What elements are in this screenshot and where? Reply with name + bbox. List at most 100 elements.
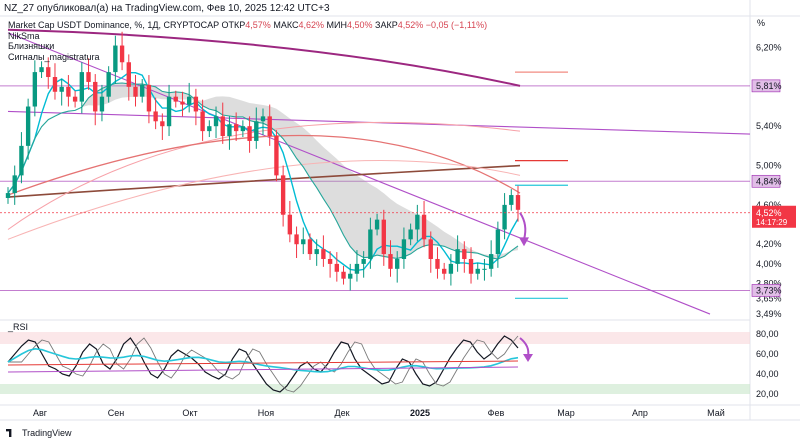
candle-body <box>408 229 413 240</box>
time-tick-label: Сен <box>108 408 125 418</box>
candle-body <box>307 239 313 255</box>
rsi-pane-label[interactable]: _RSI <box>8 322 29 332</box>
ma-brown <box>7 164 521 198</box>
scale-unit-label[interactable]: % <box>756 18 765 28</box>
candle-body <box>388 254 393 269</box>
rsi-tick-label: 40,00 <box>756 369 779 379</box>
candle-body <box>348 273 353 279</box>
rsi-tick-label: 60,00 <box>756 349 779 359</box>
price-tick-label: 4,60% <box>756 200 782 210</box>
candle-body <box>274 136 279 176</box>
time-tick-label: Май <box>707 408 725 418</box>
candle-body <box>327 258 333 264</box>
candle-body <box>482 268 487 270</box>
high-value: 4,62% <box>298 20 325 30</box>
ma-pink-lower <box>7 159 521 240</box>
candle-body <box>401 239 407 259</box>
trendline-descending <box>7 32 711 315</box>
candle-body <box>93 81 98 112</box>
candle-body <box>515 195 521 210</box>
candle-body <box>153 111 158 122</box>
candle-body <box>12 175 17 194</box>
candle-body <box>72 96 78 102</box>
price-tick-label: 3,49% <box>756 309 782 319</box>
candle-body <box>448 263 454 274</box>
time-tick-label: Апр <box>632 408 648 418</box>
rsi-trendline-red <box>7 360 519 366</box>
candle-body <box>126 62 131 87</box>
ma-red <box>7 134 521 196</box>
candle-body <box>146 84 152 112</box>
price-tick-label: 3,65% <box>756 293 782 303</box>
candle-body <box>462 249 467 259</box>
time-tick-label: Окт <box>182 408 197 418</box>
candle-body <box>435 258 440 269</box>
price-level-label: 5,81% <box>756 81 782 91</box>
candle-body <box>442 268 447 274</box>
candle-body <box>495 229 501 255</box>
candle-body <box>395 258 400 269</box>
indicator-bliznyashki[interactable]: Близняшки <box>8 41 55 51</box>
candle-body <box>260 116 266 122</box>
candle-body <box>314 249 319 255</box>
candle-body <box>19 145 24 176</box>
candle-body <box>200 111 205 132</box>
candle-body <box>140 84 145 97</box>
candle-body <box>119 45 125 63</box>
candle-body <box>133 86 138 97</box>
price-level-tag <box>751 284 781 297</box>
candle-body <box>247 126 252 141</box>
candle-body <box>475 268 480 274</box>
close-label: ЗАКР <box>375 20 398 30</box>
rsi-trendline-purple <box>7 366 519 373</box>
brand-name: TradingView <box>22 428 72 438</box>
indicator-signals[interactable]: Сигналы_magistratura <box>8 51 100 62</box>
candle-body <box>46 67 51 78</box>
candle-body <box>113 45 118 73</box>
candle-body <box>374 219 380 230</box>
open-value: 4,57% <box>245 20 271 30</box>
annotation-arrow-main <box>519 212 527 240</box>
candle-body <box>193 96 199 112</box>
rsi-ma-line <box>7 347 519 373</box>
candle-body <box>502 204 507 230</box>
cloud-area <box>8 83 518 259</box>
rsi-signal-line <box>8 335 519 393</box>
indicator-niksma[interactable]: NikSma <box>8 30 40 41</box>
candle-body <box>233 124 239 132</box>
change-value: −0,05 (−1,11%) <box>425 20 488 30</box>
candle-body <box>106 72 111 97</box>
candle-body <box>488 254 494 269</box>
candle-body <box>52 77 58 92</box>
price-level-tag <box>751 79 781 93</box>
countdown-label: 14:17:29 <box>756 218 788 227</box>
footer-brand: TradingView <box>6 428 72 438</box>
candle-body <box>428 239 433 259</box>
candle-body <box>294 234 299 245</box>
candle-body <box>5 193 11 198</box>
price-tick-label: 4,00% <box>756 259 782 269</box>
candle-body <box>354 263 360 274</box>
chart-legend: Market Cap USDT Dominance, %, 1Д, CRYPTO… <box>8 20 487 62</box>
rsi-tick-label: 80,00 <box>756 329 779 339</box>
long-ma-magenta <box>7 28 521 87</box>
annotation-arrowhead-main <box>519 237 529 247</box>
rsi-overbought-zone <box>0 332 750 344</box>
time-tick-label: Ноя <box>258 408 275 418</box>
time-tick-label: Авг <box>33 408 48 418</box>
candle-body <box>421 214 427 240</box>
rsi-oversold-zone <box>0 384 750 394</box>
candle-body <box>267 116 272 137</box>
candle-body <box>254 121 259 141</box>
time-tick-label: Дек <box>334 408 349 418</box>
symbol-name[interactable]: Market Cap USDT Dominance, %, 1Д, CRYPTO… <box>8 20 220 30</box>
candle-body <box>321 249 326 259</box>
price-level-tag <box>751 174 781 188</box>
current-price-tag <box>752 205 796 228</box>
candle-body <box>25 106 31 146</box>
tradingview-logo-icon <box>6 429 12 437</box>
candle-body <box>509 195 514 205</box>
candle-body <box>79 72 84 102</box>
price-tick-label: 3,80% <box>756 279 782 289</box>
